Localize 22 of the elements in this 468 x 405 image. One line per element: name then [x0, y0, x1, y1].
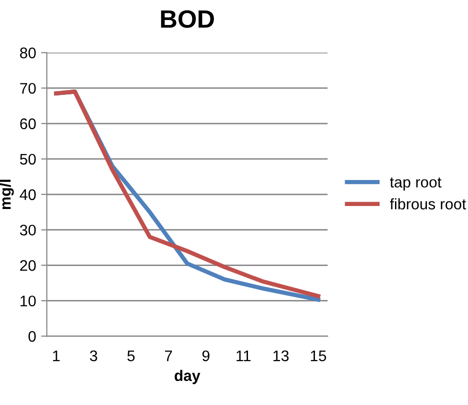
x-tick-label: 1: [53, 350, 60, 362]
x-tick-label: 11: [236, 350, 251, 362]
y-tick-label: 80: [20, 48, 36, 58]
legend-label: fibrous root: [390, 198, 466, 210]
x-tick-label: 13: [273, 350, 289, 362]
x-tick-label: 5: [127, 350, 135, 362]
x-tick-label: 7: [165, 350, 172, 362]
x-tick-label: 9: [202, 350, 210, 362]
y-tick-label: 70: [20, 82, 36, 94]
chart-title: BOD: [161, 10, 214, 28]
y-tick-label: 10: [20, 296, 36, 306]
legend-label: tap root: [390, 178, 442, 191]
x-tick-label: 3: [90, 350, 98, 362]
x-tick-label: 15: [310, 350, 326, 362]
y-axis-title: mg/l: [0, 180, 14, 210]
x-axis-title: day: [174, 370, 200, 384]
y-tick-label: 30: [20, 224, 36, 236]
y-tick-label: 60: [20, 118, 36, 130]
y-tick-label: 40: [20, 189, 36, 200]
y-tick-label: 0: [28, 331, 36, 342]
y-tick-label: 20: [20, 260, 36, 271]
y-tick-label: 50: [20, 154, 36, 165]
